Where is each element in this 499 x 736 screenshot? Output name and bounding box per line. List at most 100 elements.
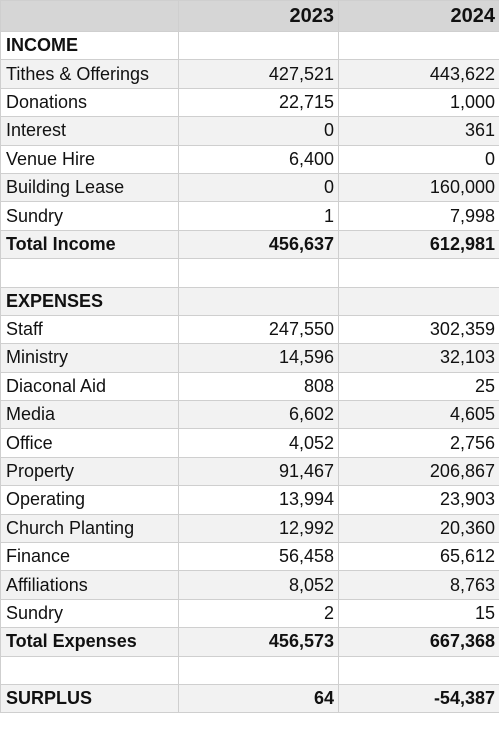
row-label: Tithes & Offerings: [0, 59, 179, 89]
cell-value: 64: [178, 683, 339, 714]
item-row: Interest 0 361: [0, 116, 499, 146]
cell-value: 25: [338, 371, 499, 402]
item-row: Staff 247,550 302,359: [0, 314, 499, 345]
cell-value: 13,994: [178, 485, 339, 515]
item-row: Ministry 14,596 32,103: [0, 343, 499, 373]
item-row: Media 6,602 4,605: [0, 400, 499, 430]
cell-value: 0: [178, 172, 339, 203]
row-label: Diaconal Aid: [0, 371, 179, 402]
cell-value: 2: [178, 598, 339, 629]
row-label: Sundry: [0, 201, 179, 231]
blank-row: [0, 655, 499, 685]
cell-value: 4,605: [338, 400, 499, 430]
row-label: Interest: [0, 116, 179, 146]
cell-value: 32,103: [338, 343, 499, 373]
row-label: Sundry: [0, 598, 179, 629]
cell-value: 160,000: [338, 172, 499, 203]
cell-value: 8,052: [178, 570, 339, 600]
row-label: Media: [0, 400, 179, 430]
cell-value: 443,622: [338, 59, 499, 89]
row-label: Staff: [0, 314, 179, 345]
header-blank: [0, 0, 179, 32]
row-label: Ministry: [0, 343, 179, 373]
cell-value: -54,387: [338, 683, 499, 714]
row-label: Total Expenses: [0, 627, 179, 657]
row-label: Affiliations: [0, 570, 179, 600]
total-row: Total Expenses 456,573 667,368: [0, 627, 499, 657]
row-label: SURPLUS: [0, 683, 179, 714]
item-row: Church Planting 12,992 20,360: [0, 513, 499, 544]
cell-value: 1,000: [338, 87, 499, 118]
cell-value: 456,573: [178, 627, 339, 657]
column-header: 2023: [178, 0, 339, 32]
item-row: Affiliations 8,052 8,763: [0, 570, 499, 600]
item-row: Tithes & Offerings 427,521 443,622: [0, 59, 499, 89]
cell-value: 427,521: [178, 59, 339, 89]
cell-value: 6,602: [178, 400, 339, 430]
cell-value: 808: [178, 371, 339, 402]
row-label: Finance: [0, 542, 179, 572]
column-header: 2024: [338, 0, 499, 32]
row-label: Church Planting: [0, 513, 179, 544]
cell-value: 12,992: [178, 513, 339, 544]
cell-value: 14,596: [178, 343, 339, 373]
cell-value: 22,715: [178, 87, 339, 118]
cell-value: 65,612: [338, 542, 499, 572]
section-title: EXPENSES: [0, 286, 179, 316]
cell-value: 361: [338, 116, 499, 146]
cell-value: 612,981: [338, 229, 499, 260]
item-row: Property 91,467 206,867: [0, 456, 499, 487]
cell-value: 456,637: [178, 229, 339, 260]
blank-cell: [338, 30, 499, 61]
blank-cell: [338, 286, 499, 316]
item-row: Building Lease 0 160,000: [0, 172, 499, 203]
item-row: Venue Hire 6,400 0: [0, 144, 499, 174]
item-row: Diaconal Aid 808 25: [0, 371, 499, 402]
row-label: Building Lease: [0, 172, 179, 203]
row-label: Office: [0, 428, 179, 458]
blank-cell: [178, 30, 339, 61]
table-body: 2023 2024 INCOME Tithes & Offerings 427,521 4…: [0, 0, 499, 714]
cell-value: 56,458: [178, 542, 339, 572]
blank-cell: [338, 258, 499, 288]
cell-value: 0: [338, 144, 499, 174]
item-row: Operating 13,994 23,903: [0, 485, 499, 515]
cell-value: 7,998: [338, 201, 499, 231]
cell-value: 8,763: [338, 570, 499, 600]
header-row: 2023 2024: [0, 0, 499, 32]
blank-cell: [0, 258, 179, 288]
row-label: Donations: [0, 87, 179, 118]
row-label: Property: [0, 456, 179, 487]
blank-row: [0, 258, 499, 288]
item-row: Donations 22,715 1,000: [0, 87, 499, 118]
row-label: Venue Hire: [0, 144, 179, 174]
section-title-row: INCOME: [0, 30, 499, 61]
blank-cell: [0, 655, 179, 685]
cell-value: 302,359: [338, 314, 499, 345]
cell-value: 4,052: [178, 428, 339, 458]
blank-cell: [338, 655, 499, 685]
section-title-row: EXPENSES: [0, 286, 499, 316]
cell-value: 247,550: [178, 314, 339, 345]
cell-value: 6,400: [178, 144, 339, 174]
blank-cell: [178, 258, 339, 288]
cell-value: 1: [178, 201, 339, 231]
cell-value: 20,360: [338, 513, 499, 544]
blank-cell: [178, 286, 339, 316]
item-row: Sundry 1 7,998: [0, 201, 499, 231]
financial-table: 2023 2024 INCOME Tithes & Offerings 427,521 4…: [0, 0, 499, 714]
total-row: Total Income 456,637 612,981: [0, 229, 499, 260]
item-row: Finance 56,458 65,612: [0, 542, 499, 572]
item-row: Sundry 2 15: [0, 598, 499, 629]
cell-value: 23,903: [338, 485, 499, 515]
cell-value: 667,368: [338, 627, 499, 657]
row-label: Operating: [0, 485, 179, 515]
cell-value: 0: [178, 116, 339, 146]
blank-cell: [178, 655, 339, 685]
item-row: Office 4,052 2,756: [0, 428, 499, 458]
surplus-row: SURPLUS 64 -54,387: [0, 683, 499, 714]
row-label: Total Income: [0, 229, 179, 260]
cell-value: 2,756: [338, 428, 499, 458]
section-title: INCOME: [0, 30, 179, 61]
